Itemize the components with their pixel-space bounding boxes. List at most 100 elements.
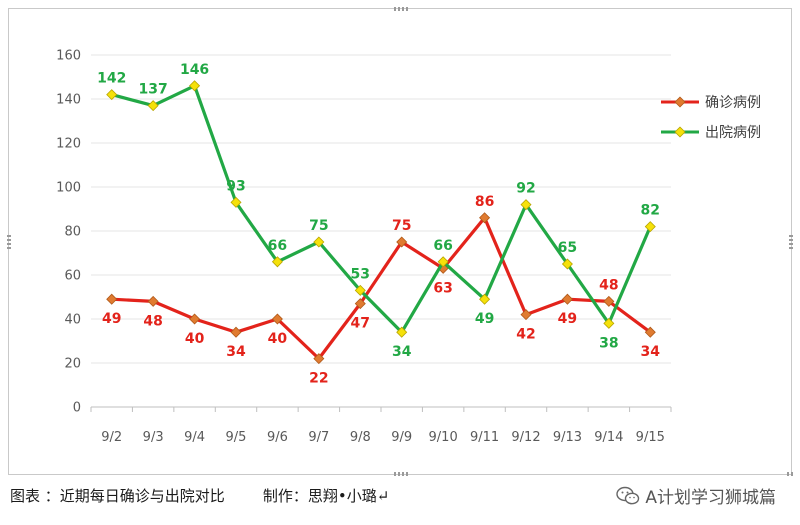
resize-handle-corner-br[interactable]: [787, 472, 793, 476]
x-tick-label: 9/3: [143, 430, 164, 445]
data-point: [313, 236, 325, 248]
resize-handle-left[interactable]: [7, 235, 11, 249]
data-label: 146: [180, 62, 209, 78]
data-point: [147, 295, 159, 307]
data-label: 49: [475, 311, 494, 327]
data-label: 63: [433, 280, 452, 296]
watermark-text: A计划学习狮城篇: [645, 488, 776, 508]
y-tick-label: 0: [73, 401, 81, 416]
data-label: 137: [139, 82, 168, 98]
data-point: [230, 196, 242, 208]
data-label: 93: [226, 178, 245, 194]
data-point: [437, 256, 449, 268]
x-tick-label: 9/6: [267, 430, 288, 445]
y-tick-label: 40: [64, 313, 81, 328]
data-point: [271, 313, 283, 325]
data-label: 66: [268, 238, 287, 254]
series-line-1: [110, 216, 652, 361]
data-point: [644, 326, 656, 338]
y-tick-label: 60: [64, 269, 81, 284]
y-tick-label: 20: [64, 357, 81, 372]
data-point: [644, 221, 656, 233]
x-tick-label: 9/11: [470, 430, 499, 445]
data-label: 40: [185, 331, 205, 347]
data-label: 34: [226, 344, 246, 360]
x-tick-label: 9/14: [594, 430, 623, 445]
series-layer: [106, 80, 656, 365]
y-tick-label: 100: [56, 181, 81, 196]
data-point: [520, 309, 532, 321]
data-label: 42: [516, 327, 535, 343]
data-label: 75: [392, 218, 411, 234]
x-tick-label: 9/2: [101, 430, 122, 445]
data-label: 49: [102, 311, 121, 327]
x-tick-label: 9/12: [511, 430, 540, 445]
data-label: 22: [309, 371, 328, 387]
data-point: [479, 212, 491, 224]
resize-handle-right[interactable]: [789, 235, 793, 249]
data-label: 34: [641, 344, 661, 360]
data-point: [603, 317, 615, 329]
data-point: [106, 293, 118, 305]
data-point: [354, 284, 366, 296]
data-label: 75: [309, 218, 328, 234]
y-tick-label: 120: [56, 137, 81, 152]
data-point: [189, 313, 201, 325]
data-label: 142: [97, 71, 126, 87]
data-label: 48: [143, 313, 162, 329]
data-label: 92: [516, 181, 535, 197]
data-point: [561, 293, 573, 305]
data-point: [520, 199, 532, 211]
x-tick-label: 9/13: [553, 430, 582, 445]
data-point: [230, 326, 242, 338]
data-label: 82: [641, 203, 660, 219]
watermark: A计划学习狮城篇: [616, 483, 776, 508]
data-label: 49: [558, 311, 577, 327]
data-point: [561, 258, 573, 270]
data-label: 53: [351, 266, 370, 282]
x-tick-label: 9/9: [391, 430, 412, 445]
data-point: [396, 326, 408, 338]
wechat-icon: [616, 486, 640, 504]
legend-marker: [674, 96, 686, 108]
x-tick-label: 9/5: [226, 430, 247, 445]
data-point: [147, 100, 159, 112]
x-tick-label: 9/10: [429, 430, 458, 445]
data-label: 66: [433, 238, 452, 254]
grid-layer: [91, 54, 671, 364]
y-tick-label: 140: [56, 93, 81, 108]
data-label: 47: [351, 316, 370, 332]
data-point: [189, 80, 201, 92]
data-label: 65: [558, 240, 577, 256]
data-point: [354, 298, 366, 310]
resize-handle-top[interactable]: [394, 7, 408, 11]
chart-frame: 0 20 40 60 80 100 120 140 160 9/2 9/3 9/4 9/5 9/6 9/7 9…: [7, 7, 793, 476]
x-tick-label: 9/8: [350, 430, 371, 445]
data-label: 34: [392, 344, 412, 360]
legend-entry: 确诊病例: [705, 95, 761, 111]
legend-entry: 出院病例: [705, 125, 761, 141]
series-line-2: [110, 84, 652, 334]
data-point: [396, 236, 408, 248]
data-point: [479, 293, 491, 305]
data-point: [603, 295, 615, 307]
data-label-layer: 49 48 40 34 40 22 47 75 63 86 42 49 48 34 142 137 146 93 6…: [97, 62, 660, 387]
resize-handle-bottom[interactable]: [394, 472, 408, 476]
data-point: [271, 256, 283, 268]
data-label: 38: [599, 335, 618, 351]
data-point: [106, 89, 118, 101]
x-tick-label: 9/4: [184, 430, 205, 445]
chart-svg: 0 20 40 60 80 100 120 140 160 9/2 9/3 9/4 9/5 9/6 9/7 9…: [56, 49, 761, 446]
data-point: [313, 353, 325, 365]
data-label: 48: [599, 277, 618, 293]
figure-caption: 图表 ：近期每日确诊与出院对比 制作：思翔•小璐↵: [10, 487, 390, 505]
footer: 图表 ：近期每日确诊与出院对比 制作：思翔•小璐↵ A计划学习狮城篇: [0, 475, 800, 525]
legend-marker: [674, 126, 686, 138]
data-label: 40: [268, 331, 288, 347]
axis-layer: 0 20 40 60 80 100 120 140 160 9/2 9/3 9/4 9/5 9/6 9/7 9…: [56, 49, 672, 445]
y-tick-label: 80: [64, 225, 81, 240]
x-tick-label: 9/7: [308, 430, 329, 445]
x-tick-label: 9/15: [636, 430, 665, 445]
y-tick-label: 160: [56, 49, 81, 64]
